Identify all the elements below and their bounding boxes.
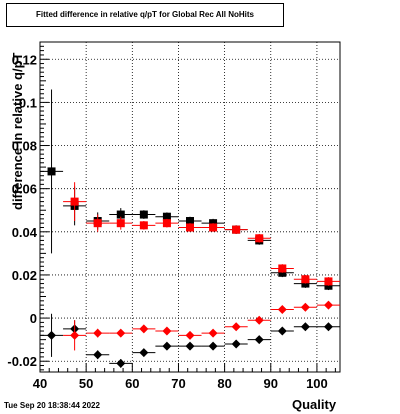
title-box: Fitted difference in relative q/pT for G… bbox=[6, 3, 284, 27]
data-point-diamond bbox=[300, 302, 310, 312]
data-point-diamond bbox=[254, 335, 264, 345]
y-tick-label: 0.02 bbox=[12, 268, 37, 283]
data-point-square bbox=[232, 225, 241, 234]
y-tick-label: -0.02 bbox=[7, 354, 37, 369]
data-point-diamond bbox=[231, 339, 241, 349]
data-point-square bbox=[116, 210, 125, 219]
data-point-diamond bbox=[162, 326, 172, 336]
data-point-square bbox=[162, 212, 171, 221]
data-point-diamond bbox=[93, 350, 103, 360]
data-point-diamond bbox=[93, 328, 103, 338]
data-point-diamond bbox=[208, 341, 218, 351]
x-tick-label: 60 bbox=[125, 376, 139, 391]
x-tick-label: 40 bbox=[33, 376, 47, 391]
data-point-diamond bbox=[300, 322, 310, 332]
data-point-diamond bbox=[323, 322, 333, 332]
x-tick-label: 100 bbox=[306, 376, 328, 391]
data-point-diamond bbox=[116, 328, 126, 338]
data-point-square bbox=[301, 275, 310, 284]
data-point-square bbox=[116, 219, 125, 228]
data-point-diamond bbox=[231, 322, 241, 332]
data-point-square bbox=[70, 197, 79, 206]
x-axis-label: Quality bbox=[292, 397, 337, 412]
x-tick-labels: 40 50 60 70 80 90 100 bbox=[33, 376, 328, 391]
data-point-diamond bbox=[139, 324, 149, 334]
x-tick-label: 80 bbox=[217, 376, 231, 391]
data-point-diamond bbox=[116, 358, 126, 368]
data-point-diamond bbox=[70, 330, 80, 340]
data-point-diamond bbox=[277, 326, 287, 336]
data-point-square bbox=[47, 167, 56, 176]
data-point-square bbox=[324, 277, 333, 286]
data-point-square bbox=[93, 219, 102, 228]
data-point-square bbox=[255, 234, 264, 243]
data-point-diamond bbox=[254, 315, 264, 325]
y-tick-label: 0.06 bbox=[12, 182, 37, 197]
y-tick-label: 0.08 bbox=[12, 139, 37, 154]
x-tick-label: 50 bbox=[79, 376, 93, 391]
data-point-diamond bbox=[323, 300, 333, 310]
plot-frame bbox=[39, 41, 341, 373]
data-marks bbox=[40, 89, 340, 368]
chart-title: Fitted difference in relative q/pT for G… bbox=[36, 10, 254, 19]
data-point-square bbox=[139, 210, 148, 219]
data-point-diamond bbox=[47, 330, 57, 340]
y-tick-label: 0 bbox=[30, 311, 37, 326]
y-tick-label: 0.12 bbox=[12, 52, 37, 67]
data-point-square bbox=[162, 219, 171, 228]
x-tick-label: 90 bbox=[264, 376, 278, 391]
data-point-square bbox=[209, 223, 218, 232]
y-tick-label: 0.04 bbox=[12, 225, 38, 240]
data-point-diamond bbox=[208, 328, 218, 338]
data-point-square bbox=[186, 223, 194, 232]
data-point-square bbox=[139, 221, 148, 230]
data-point-diamond bbox=[277, 304, 287, 314]
data-point-diamond bbox=[185, 341, 195, 351]
data-point-diamond bbox=[139, 348, 149, 358]
y-tick-label: 0.1 bbox=[19, 95, 37, 110]
x-tick-label: 70 bbox=[171, 376, 185, 391]
timestamp: Tue Sep 20 18:38:44 2022 bbox=[4, 401, 100, 410]
data-point-square bbox=[278, 264, 287, 273]
data-point-diamond bbox=[162, 341, 172, 351]
y-tick-labels: -0.02 0 0.02 0.04 0.06 0.08 0.1 0.12 bbox=[7, 52, 37, 369]
data-point-square bbox=[186, 217, 194, 226]
axis-ticks bbox=[39, 41, 336, 372]
y-axis-label: difference in relative q/pT bbox=[10, 52, 25, 211]
data-point-diamond bbox=[185, 330, 195, 340]
